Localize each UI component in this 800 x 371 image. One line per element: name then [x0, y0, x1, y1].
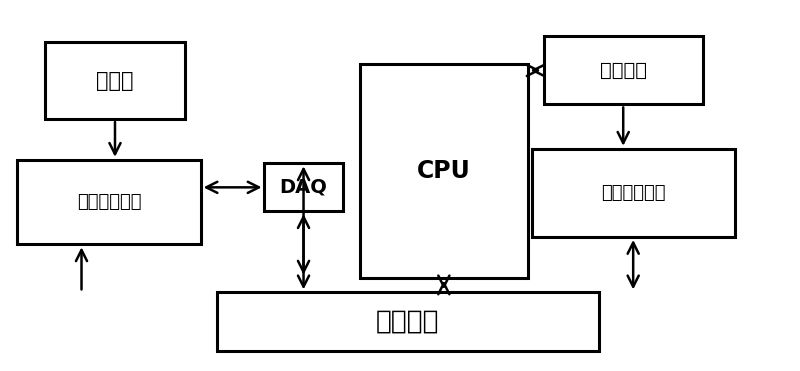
Bar [18, 160, 201, 244]
Bar [265, 163, 342, 211]
Text: 存储模块: 存储模块 [600, 61, 646, 80]
Text: DAQ: DAQ [279, 178, 327, 197]
Text: CPU: CPU [417, 159, 470, 183]
Text: 信号调理模块: 信号调理模块 [77, 193, 142, 211]
Bar [217, 292, 599, 351]
Bar [543, 36, 703, 105]
Text: 数据通信模块: 数据通信模块 [601, 184, 666, 202]
Text: 传感器: 传感器 [96, 70, 134, 91]
Bar [531, 149, 735, 237]
Bar [46, 42, 185, 119]
Text: 电源模块: 电源模块 [376, 309, 440, 335]
Bar [360, 64, 527, 278]
